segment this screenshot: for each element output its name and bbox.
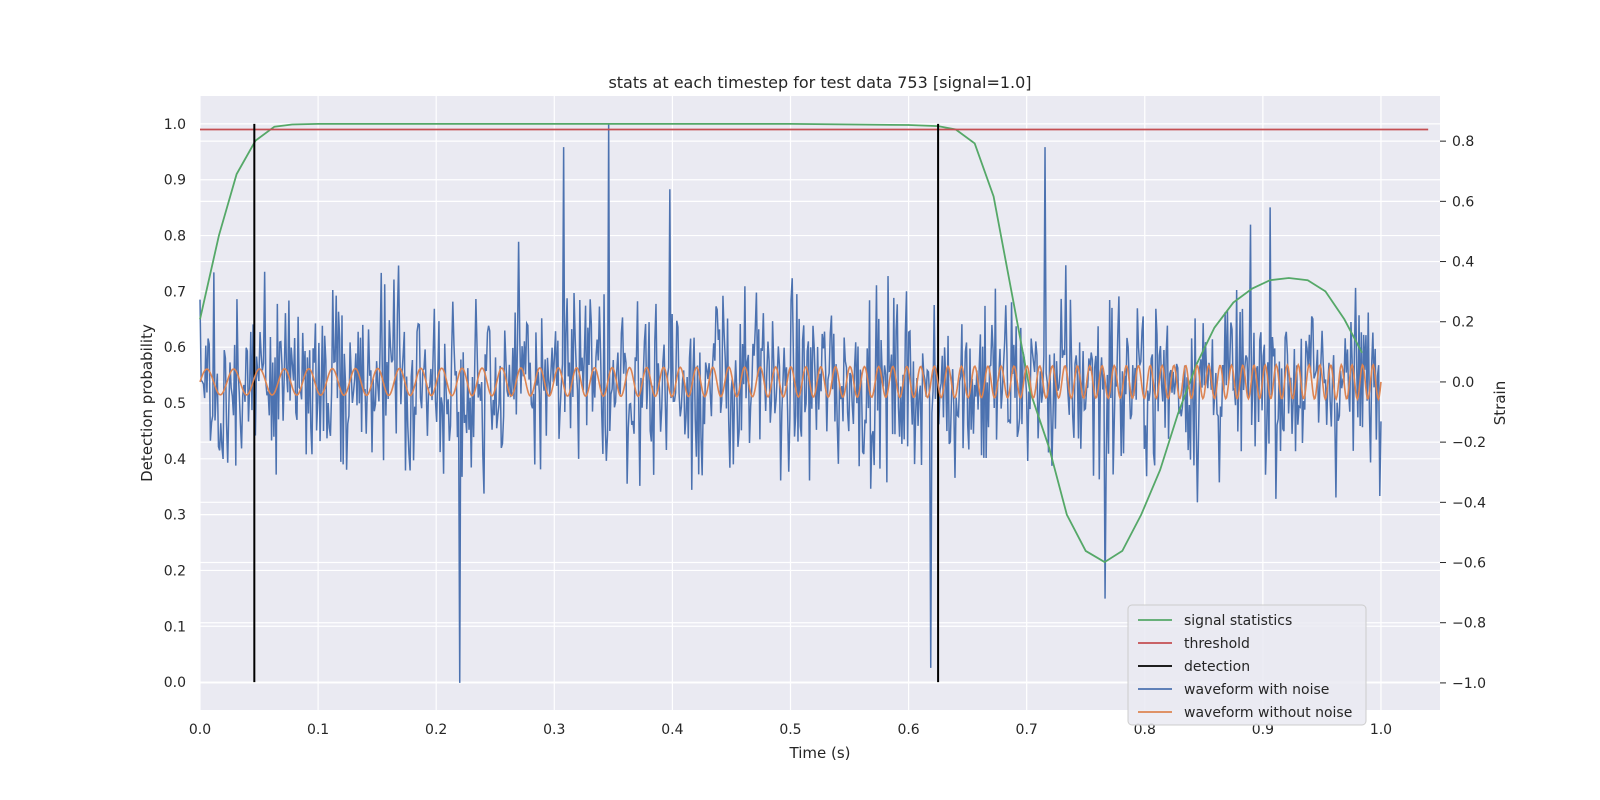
x-tick-label: 0.2 xyxy=(425,722,447,738)
legend-label: signal statistics xyxy=(1184,613,1292,629)
y-tick-label-right: 0.4 xyxy=(1452,255,1474,271)
x-ticks: 0.0 0.1 0.2 0.3 0.4 0.5 0.6 0.7 0.8 0.9 1.0 xyxy=(189,722,1392,738)
y-tick-label-right: −0.6 xyxy=(1452,556,1486,572)
x-tick-label: 0.8 xyxy=(1134,722,1156,738)
chart-title: stats at each timestep for test data 753… xyxy=(608,73,1031,92)
legend-label: detection xyxy=(1184,659,1250,675)
y-tick-label-right: −0.8 xyxy=(1452,616,1486,632)
y-tick-label-left: 0.4 xyxy=(164,452,186,468)
series-layer xyxy=(199,123,1429,683)
y-tick-label-right: 0.0 xyxy=(1452,375,1474,391)
legend-label: threshold xyxy=(1184,636,1250,652)
y-tick-label-left: 0.1 xyxy=(164,619,186,635)
x-tick-label: 0.7 xyxy=(1016,722,1038,738)
y-tick-label-right: −0.4 xyxy=(1452,495,1486,511)
y-tick-label-left: 0.7 xyxy=(164,284,186,300)
y-tick-label-left: 1.0 xyxy=(164,117,186,133)
y-tick-label-left: 0.8 xyxy=(164,229,186,245)
y-ticks-left: 0.0 0.1 0.2 0.3 0.4 0.5 0.6 0.7 0.8 0.9 1.0 xyxy=(164,117,186,691)
x-tick-label: 1.0 xyxy=(1370,722,1392,738)
x-tick-label: 0.3 xyxy=(543,722,565,738)
y-axis-label-right: Strain xyxy=(1491,381,1509,425)
y-tick-label-left: 0.9 xyxy=(164,173,186,189)
x-tick-label: 0.6 xyxy=(897,722,919,738)
series-line-waveform-without-noise xyxy=(199,362,1382,402)
legend: signal statistics threshold detection wavef… xyxy=(1127,604,1367,726)
x-axis-label: Time (s) xyxy=(789,744,851,762)
y-tick-label-right: 0.6 xyxy=(1452,194,1474,210)
y-tick-label-right: 0.8 xyxy=(1452,134,1474,150)
legend-label: waveform with noise xyxy=(1184,682,1329,698)
y-tick-label-right: −0.2 xyxy=(1452,435,1486,451)
y-tick-label-left: 0.3 xyxy=(164,508,186,524)
x-tick-label: 0.4 xyxy=(661,722,683,738)
x-tick-label: 0.5 xyxy=(779,722,801,738)
y-tick-label-right: −1.0 xyxy=(1452,676,1486,692)
y-tick-label-left: 0.0 xyxy=(164,675,186,691)
series-line-signal-statistics xyxy=(199,123,1363,564)
y-ticks-right: −1.0 −0.8 −0.6 −0.4 −0.2 0.0 0.2 0.4 0.6 0.8 xyxy=(1440,134,1486,692)
legend-label: waveform without noise xyxy=(1184,705,1352,721)
x-tick-label: 0.9 xyxy=(1252,722,1274,738)
y-axis-label-left: Detection probability xyxy=(138,324,156,482)
x-tick-label: 0.1 xyxy=(307,722,329,738)
y-tick-label-left: 0.2 xyxy=(164,563,186,579)
y-tick-label-left: 0.5 xyxy=(164,396,186,412)
legend-box xyxy=(1127,604,1367,726)
y-tick-label-left: 0.6 xyxy=(164,340,186,356)
x-tick-label: 0.0 xyxy=(189,722,211,738)
y-tick-label-right: 0.2 xyxy=(1452,315,1474,331)
